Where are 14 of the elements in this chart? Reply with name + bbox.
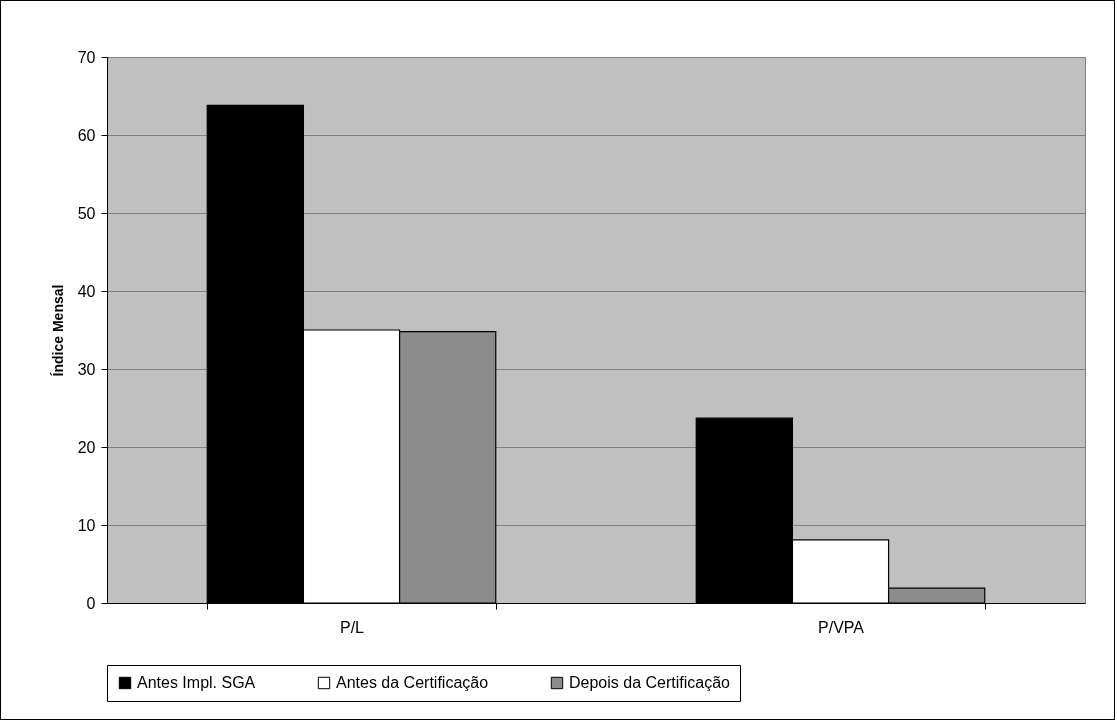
legend-label: Depois da Certificação bbox=[569, 674, 731, 691]
y-tick-label: 60 bbox=[77, 126, 96, 144]
legend-label: Antes da Certificação bbox=[336, 674, 489, 691]
legend-label: Antes Impl. SGA bbox=[137, 674, 256, 691]
y-tick-label: 70 bbox=[77, 48, 96, 66]
y-tick-label: 0 bbox=[86, 594, 96, 612]
y-tick-label: 40 bbox=[77, 282, 96, 300]
y-axis-title: Índice Mensal bbox=[49, 284, 66, 377]
y-tick-label: 30 bbox=[77, 360, 96, 378]
y-tick-label: 20 bbox=[77, 438, 96, 456]
y-tick-label: 10 bbox=[77, 516, 96, 534]
x-tick-label: P/VPA bbox=[818, 618, 865, 636]
x-tick-label: P/L bbox=[339, 618, 365, 636]
y-tick-label: 50 bbox=[77, 204, 96, 222]
